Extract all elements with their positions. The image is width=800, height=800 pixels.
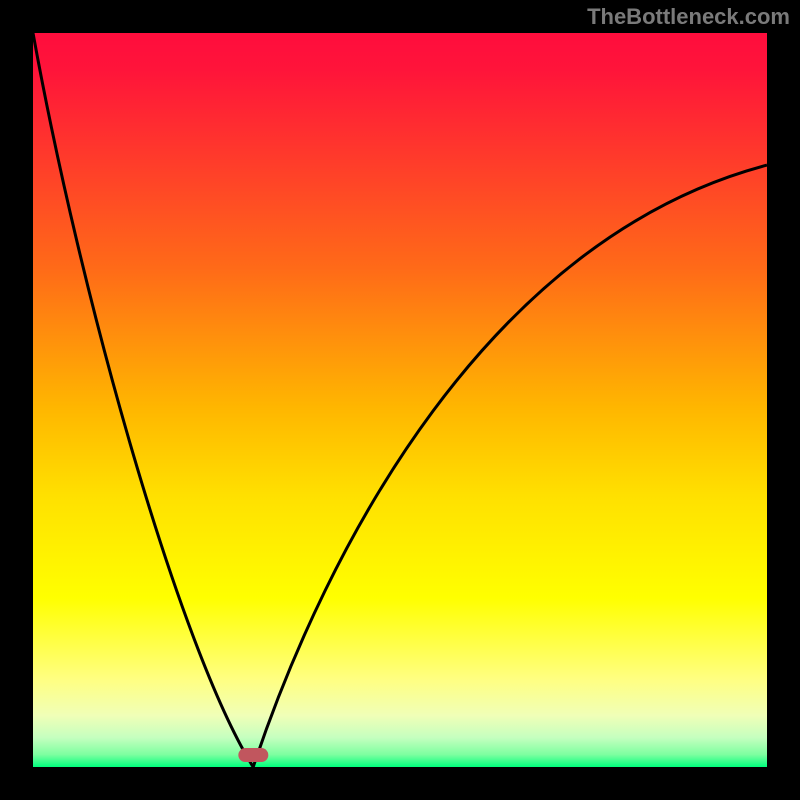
watermark-text: TheBottleneck.com — [587, 4, 790, 30]
bottleneck-curve — [33, 33, 767, 767]
chart-container: TheBottleneck.com — [0, 0, 800, 800]
plot-area — [33, 33, 767, 767]
valley-marker — [239, 748, 268, 762]
